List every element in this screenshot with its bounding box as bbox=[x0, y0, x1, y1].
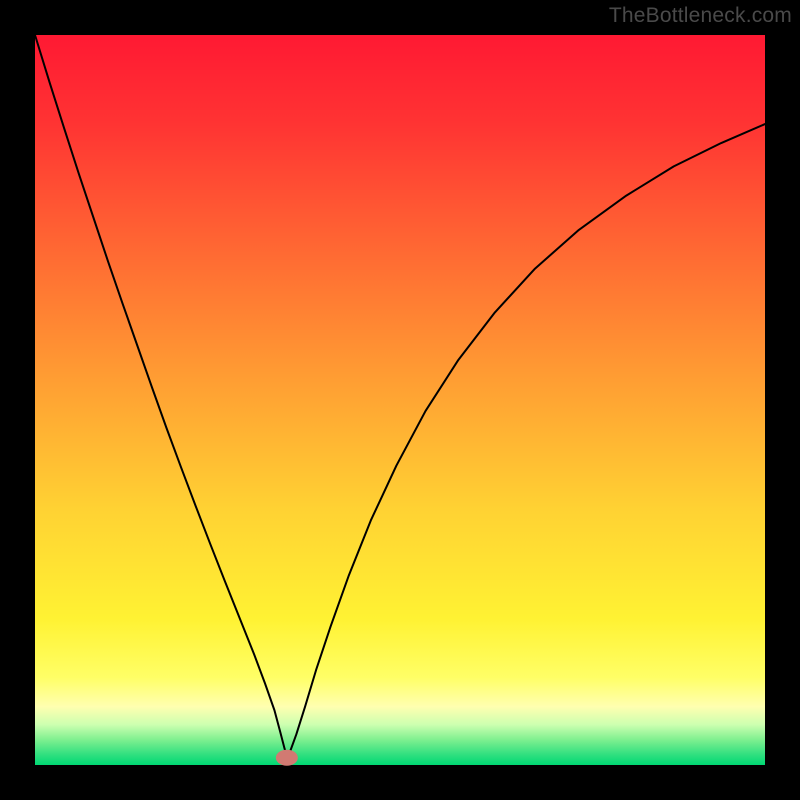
plot-background bbox=[35, 35, 765, 765]
chart-stage: TheBottleneck.com bbox=[0, 0, 800, 800]
chart-svg bbox=[0, 0, 800, 800]
watermark-text: TheBottleneck.com bbox=[609, 4, 792, 28]
minimum-marker bbox=[276, 750, 298, 766]
